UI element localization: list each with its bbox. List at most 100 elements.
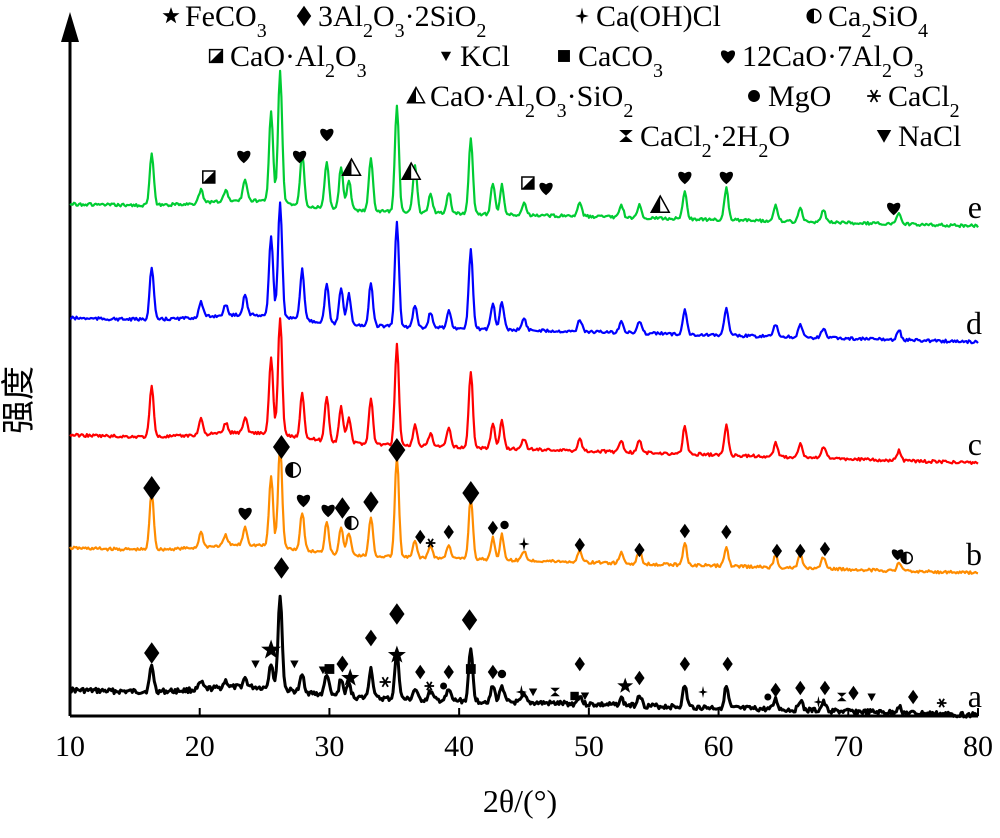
peak-marker <box>341 668 360 686</box>
x-tick-label: 80 <box>963 730 993 763</box>
peak-marker <box>887 202 901 216</box>
peak-marker <box>679 656 690 672</box>
peak-marker-fill <box>342 159 352 176</box>
x-tick-label: 20 <box>185 730 215 763</box>
x-axis-label: 2θ/(°) <box>483 783 557 819</box>
y-axis-arrow <box>61 12 79 42</box>
legend-label-8: CaO·Al2O3·SiO2 <box>430 80 633 122</box>
peak-marker <box>848 685 859 701</box>
series-label-e: e <box>968 189 982 225</box>
peak-marker <box>698 686 708 698</box>
series-line-c <box>69 317 979 465</box>
peak-marker <box>443 664 454 680</box>
peak-marker <box>634 542 645 558</box>
peak-marker <box>334 497 351 519</box>
peak-marker <box>721 524 732 540</box>
legend-label-0: FeCO3 <box>185 0 267 42</box>
legend-marker-5 <box>440 51 452 62</box>
peak-marker-fill <box>651 196 661 213</box>
peak-marker-fill <box>402 163 412 180</box>
series-group: a b c d e <box>69 69 982 719</box>
series-label-d: d <box>966 305 982 341</box>
peak-marker <box>465 664 476 674</box>
peak-marker <box>617 677 634 693</box>
peak-marker <box>819 541 831 557</box>
x-tick-label: 70 <box>833 730 863 763</box>
peak-marker <box>679 523 690 539</box>
legend-label-7: 12CaO·7Al2O3 <box>742 40 924 82</box>
peak-marker <box>550 687 560 697</box>
legend-label-2: Ca(OH)Cl <box>596 0 721 33</box>
legend-marker-3-fill <box>807 9 814 23</box>
legend-label-4: CaO·Al2O3 <box>230 40 367 82</box>
peak-marker <box>487 520 498 536</box>
peak-marker <box>813 696 824 708</box>
legend-label-12: NaCl <box>898 120 961 153</box>
peak-marker <box>678 171 692 185</box>
peak-marker <box>443 524 454 540</box>
peak-marker <box>497 669 507 679</box>
series-label-b: b <box>966 536 982 572</box>
peak-marker <box>388 438 406 462</box>
peak-marker <box>363 491 379 513</box>
legend-label-1: 3Al2O3·2SiO2 <box>318 0 486 42</box>
series-line-e <box>69 69 979 229</box>
peak-marker-stroke <box>381 676 389 688</box>
peak-marker <box>296 494 311 508</box>
x-tick-label: 30 <box>314 730 344 763</box>
peak-marker <box>440 682 448 690</box>
peak-marker <box>487 664 498 680</box>
peak-marker <box>764 693 772 701</box>
axes: 10 20 30 40 50 60 70 80 <box>55 12 993 763</box>
series-line-b <box>69 443 979 575</box>
peak-marker <box>461 609 478 631</box>
legend-marker-1 <box>296 5 312 27</box>
legend-marker-2 <box>575 7 589 25</box>
peak-marker <box>415 664 426 680</box>
peak-marker <box>634 670 645 686</box>
peak-marker <box>518 537 530 551</box>
peak-marker <box>719 171 734 185</box>
peak-marker <box>528 688 538 697</box>
peak-marker <box>574 537 585 553</box>
peak-marker <box>574 656 585 672</box>
peak-marker-fill <box>345 516 352 530</box>
peak-marker <box>722 656 733 672</box>
peak-marker <box>143 476 161 500</box>
peak-marker <box>273 557 290 579</box>
peak-marker <box>364 629 377 647</box>
peak-marker <box>261 639 281 659</box>
legend-label-11: CaCl2·2H2O <box>640 120 790 162</box>
legend-label-10: CaCl2 <box>888 80 960 122</box>
peak-marker <box>819 680 831 696</box>
peak-marker <box>237 150 251 164</box>
peak-marker-fill <box>285 462 294 478</box>
series-label-a: a <box>968 678 982 714</box>
peak-marker <box>389 603 405 625</box>
legend-marker-8-fill <box>407 87 416 103</box>
peak-marker <box>837 692 847 702</box>
series-line-a <box>69 594 979 719</box>
peak-marker <box>415 529 426 545</box>
series-line-d <box>69 201 979 345</box>
peak-marker <box>539 182 553 196</box>
peak-marker-stroke <box>938 698 945 708</box>
peak-marker <box>867 693 876 702</box>
peak-marker <box>580 692 590 701</box>
peak-marker-fill <box>202 171 215 183</box>
peak-marker <box>251 660 260 669</box>
peak-marker <box>908 689 919 705</box>
peak-marker <box>795 680 806 696</box>
peak-marker-fill <box>521 177 534 189</box>
x-tick-label: 60 <box>704 730 734 763</box>
legend-marker-9 <box>748 90 760 102</box>
legend-marker-7 <box>720 50 736 64</box>
peak-marker <box>238 507 252 521</box>
legend-marker-11 <box>619 130 633 142</box>
peak-marker <box>321 504 335 518</box>
peak-marker <box>570 691 579 701</box>
x-tick-label: 40 <box>444 730 474 763</box>
peak-marker <box>292 150 307 164</box>
